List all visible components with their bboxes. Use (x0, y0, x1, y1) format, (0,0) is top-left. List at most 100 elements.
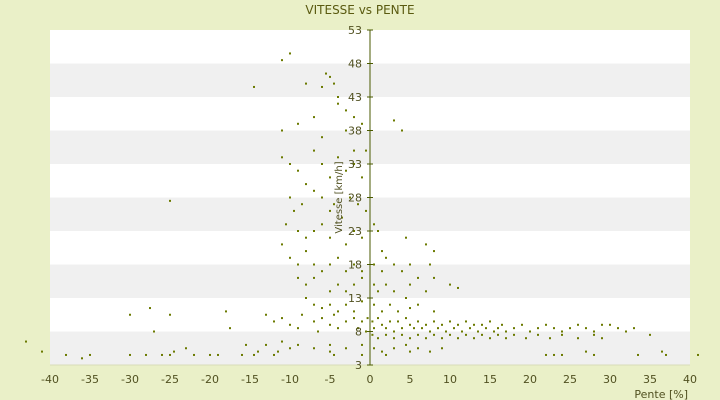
data-point (453, 327, 455, 330)
data-point (373, 303, 375, 306)
data-point (313, 303, 315, 306)
data-point (333, 313, 335, 316)
data-point (305, 283, 307, 286)
data-point (361, 270, 363, 273)
y-tick-label: 43 (348, 91, 362, 104)
data-point (649, 333, 651, 336)
data-point (297, 276, 299, 279)
data-point (353, 116, 355, 119)
data-point (353, 317, 355, 320)
data-point (281, 340, 283, 343)
data-point (373, 223, 375, 226)
data-point (361, 343, 363, 346)
data-point (173, 350, 175, 353)
data-point (473, 337, 475, 340)
data-point (497, 327, 499, 330)
data-point (153, 330, 155, 333)
data-point (337, 96, 339, 98)
y-axis-label: Vitesse [km/h] (334, 161, 345, 233)
data-point (665, 353, 667, 356)
data-point (469, 327, 471, 330)
data-point (353, 283, 355, 286)
data-point (337, 256, 339, 259)
data-point (365, 330, 367, 333)
data-point (513, 327, 515, 330)
data-point (377, 317, 379, 320)
data-point (417, 320, 419, 323)
data-point (661, 350, 663, 353)
data-point (585, 327, 587, 330)
data-point (465, 333, 467, 336)
data-point (549, 337, 551, 340)
data-point (577, 337, 579, 340)
y-tick-label: 8 (355, 326, 362, 339)
data-point (293, 209, 295, 212)
data-point (329, 350, 331, 353)
data-point (501, 323, 503, 326)
data-point (409, 337, 411, 340)
x-tick-label: 35 (643, 373, 657, 386)
data-point (185, 347, 187, 350)
data-point (441, 347, 443, 350)
x-tick-label: -40 (41, 373, 59, 386)
data-point (305, 236, 307, 239)
data-point (329, 263, 331, 266)
data-point (329, 75, 331, 78)
data-point (321, 136, 323, 139)
data-point (617, 327, 619, 330)
data-point (305, 82, 307, 85)
x-tick-label: -15 (241, 373, 259, 386)
data-point (561, 353, 563, 356)
data-point (593, 330, 595, 333)
data-point (553, 353, 555, 356)
data-point (281, 243, 283, 246)
data-point (337, 327, 339, 330)
data-point (365, 149, 367, 152)
data-point (193, 353, 195, 356)
data-point (381, 310, 383, 313)
data-point (601, 323, 603, 326)
data-point (397, 310, 399, 313)
data-point (481, 323, 483, 326)
data-point (553, 327, 555, 330)
data-point (285, 223, 287, 226)
data-point (361, 122, 363, 125)
y-tick-label: 53 (348, 24, 362, 37)
data-point (385, 283, 387, 286)
data-point (405, 343, 407, 346)
data-point (353, 149, 355, 152)
x-axis-label: Pente [%] (634, 388, 688, 400)
data-point (361, 276, 363, 279)
data-point (425, 323, 427, 326)
data-point (366, 317, 369, 320)
data-point (145, 353, 147, 356)
data-point (389, 320, 391, 323)
data-point (561, 333, 563, 336)
data-point (345, 169, 347, 172)
y-tick-label: 38 (348, 125, 362, 138)
data-point (537, 327, 539, 330)
data-point (169, 199, 171, 202)
data-point (169, 313, 171, 316)
data-point (321, 270, 323, 273)
data-point (169, 353, 171, 356)
data-point (345, 290, 347, 293)
data-point (577, 323, 579, 326)
data-point (361, 176, 363, 179)
data-point (337, 102, 339, 105)
data-point (401, 327, 403, 330)
data-point (433, 250, 435, 253)
data-point (289, 196, 291, 199)
data-point (417, 333, 419, 336)
data-point (561, 330, 563, 333)
data-point (441, 337, 443, 340)
data-point (281, 317, 283, 320)
data-point (229, 327, 231, 330)
data-point (41, 350, 43, 353)
data-point (409, 350, 411, 353)
data-point (245, 343, 247, 346)
y-tick-label: 33 (348, 158, 362, 171)
data-point (289, 163, 291, 165)
